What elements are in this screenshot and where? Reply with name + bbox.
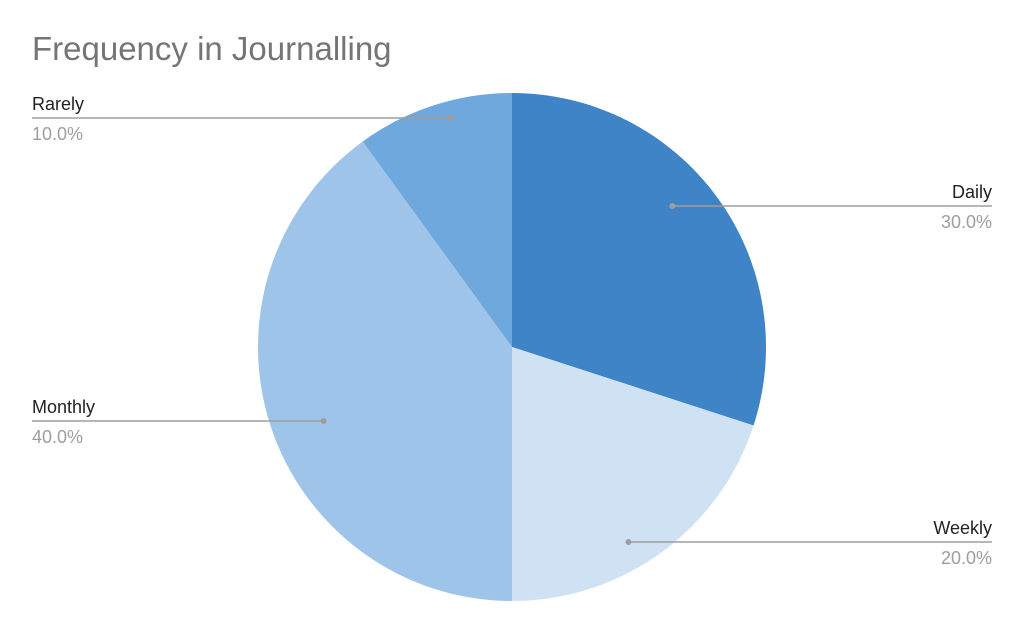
pie-slice-monthly[interactable] (258, 141, 512, 601)
leader-dot-rarely (447, 115, 454, 121)
pie-slices (258, 93, 766, 601)
pie-slice-rarely[interactable] (362, 93, 512, 347)
slice-percent-weekly: 20.0% (941, 548, 992, 568)
slice-percent-rarely: 10.0% (32, 124, 83, 144)
slice-label-weekly: Weekly (933, 518, 992, 538)
slice-label-monthly: Monthly (32, 397, 95, 417)
pie-labels: Daily 30.0% Weekly 20.0% Monthly 40.0% Rarely 1… (32, 94, 992, 568)
slice-percent-daily: 30.0% (941, 212, 992, 232)
leader-dot-weekly (625, 539, 632, 545)
pie-slice-daily[interactable] (512, 93, 766, 426)
leader-dot-daily (669, 203, 676, 209)
chart-title: Frequency in Journalling (32, 30, 392, 67)
slice-label-daily: Daily (952, 182, 992, 202)
pie-slice-weekly[interactable] (512, 347, 754, 601)
slice-label-rarely: Rarely (32, 94, 84, 114)
leader-dot-monthly (320, 418, 327, 424)
slice-percent-monthly: 40.0% (32, 427, 83, 447)
